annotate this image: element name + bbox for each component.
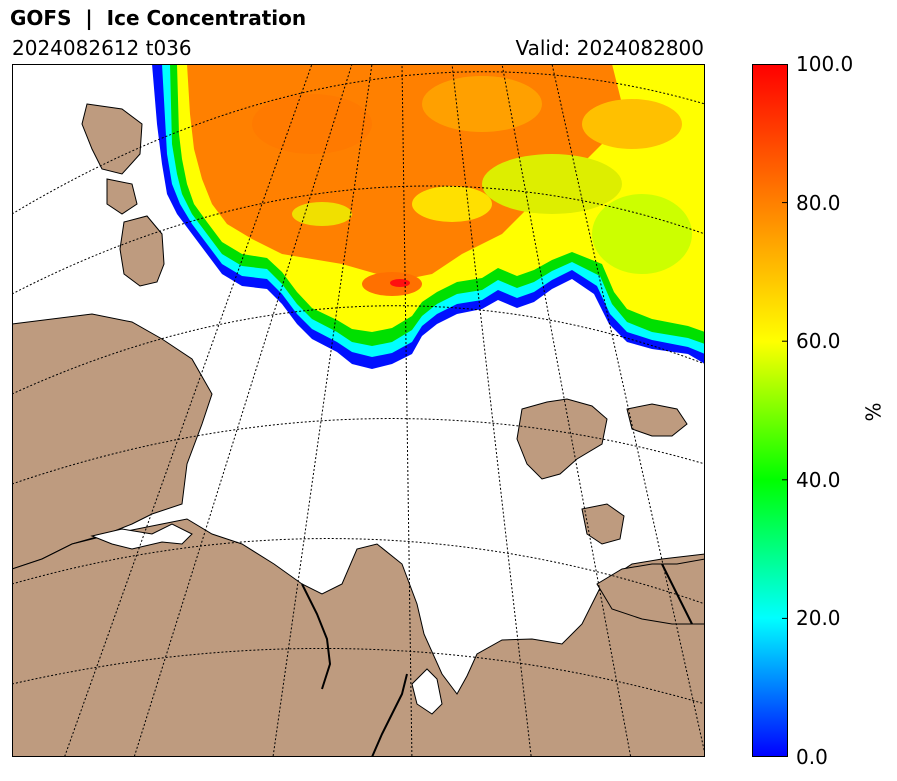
colorbar-tick-label: 80.0 [796,190,841,215]
colorbar [752,64,788,757]
meridian [551,64,705,755]
svalbard [81,103,143,175]
latitude-line [12,647,705,705]
river [661,563,693,625]
ice-patch [422,76,542,132]
ice-patch [482,154,622,214]
colorbar-ticks [782,64,788,757]
colorbar-tick-label: 100.0 [796,52,854,76]
colorbar-gradient [752,64,788,757]
ice-concentration-map [12,64,705,757]
franz-josef-land [516,398,608,480]
map-title: GOFS | Ice Concentration [10,6,307,30]
map-frame [12,64,705,757]
island-small [581,503,625,545]
meridian [451,64,532,757]
latitude-line [12,71,705,215]
colorbar-tick-label: 60.0 [796,329,841,354]
river [301,583,332,690]
gulf [411,668,443,715]
latitude-line [12,185,705,295]
latitude-line [12,305,705,395]
taymyr [596,558,705,625]
valid-label: Valid: 2024082800 [515,36,704,60]
ice-patch [592,194,692,274]
meridian [272,64,373,757]
ice-patch [582,99,682,149]
ice-patch [292,202,352,226]
ice-patch [252,94,372,154]
graticule [12,64,705,757]
meridian [501,64,632,757]
latitude-line [12,418,705,485]
white-sea [90,523,193,550]
colorbar-tick-label: 0.0 [796,745,828,769]
latitude-line [12,538,705,605]
rivers [301,563,693,757]
colorbar-tick-label: 40.0 [796,467,841,492]
ice-patch [412,186,492,222]
river [371,673,408,757]
colorbar-tick-label: 20.0 [796,606,841,631]
colorbar-unit: % [861,402,886,422]
ice-max-spot [390,279,410,287]
run-label: 2024082612 t036 [12,36,192,60]
land-masses [12,103,705,757]
island-east [626,403,688,437]
svalbard-island [106,178,138,215]
russian-mainland [12,518,705,757]
meridian [401,64,413,757]
